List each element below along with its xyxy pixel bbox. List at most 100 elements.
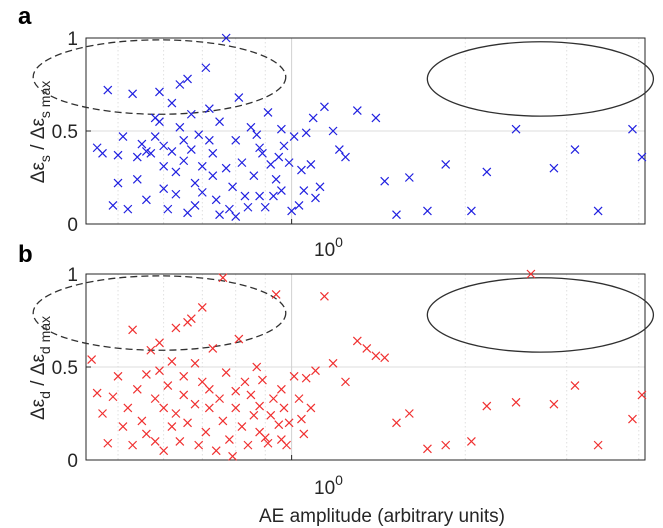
data-point [175,436,185,446]
data-point [266,160,276,169]
data-point [269,394,278,404]
data-point [221,163,231,173]
y-tick-label: 1 [67,29,78,50]
data-point [466,436,476,446]
data-point [392,418,401,428]
data-point [231,135,241,145]
data-point [371,113,381,123]
data-point [132,174,142,184]
data-point [289,132,299,142]
data-point [380,176,390,186]
data-point [190,358,200,368]
data-point [194,130,204,140]
y-axis-label-a: Δεs / Δεs max [28,81,53,184]
data-point [269,191,278,201]
panel-a: a Δεs / Δεs max 00.51 100 [18,3,655,261]
data-point [141,429,151,439]
data-point [215,210,224,220]
data-point [299,429,309,439]
data-point [243,440,253,450]
data-point [258,148,267,158]
data-point [570,381,580,391]
data-point [128,89,138,99]
data-point [311,193,320,203]
data-point [163,204,173,214]
data-point [171,189,181,199]
y-tick-label: 0 [67,215,78,236]
data-point [150,394,160,404]
data-point [297,165,306,175]
data-point [255,401,265,411]
y-tick-label: 1 [67,265,78,286]
data-point [252,362,262,372]
data-point [284,158,294,168]
data-point [301,373,311,383]
data-point [404,409,414,418]
data-point [103,438,113,448]
data-point [315,182,325,192]
data-point [279,403,289,413]
data-point [231,212,241,221]
data-point [249,171,259,181]
data-point [294,394,304,404]
y-axis-label-b: Δεd / Δεd max [28,316,53,420]
data-point [146,148,156,158]
data-point [183,74,192,84]
data-point [113,150,123,160]
data-point [186,109,196,119]
data-point [159,446,169,456]
data-point [334,145,344,155]
data-point [190,399,200,409]
data-point [306,160,316,169]
data-point [215,117,224,127]
data-point [282,440,291,450]
data-point [179,135,189,145]
data-point [392,210,401,220]
data-point [352,336,362,346]
data-point [320,291,329,301]
data-point [108,392,118,402]
data-point [167,98,177,108]
data-point [637,152,647,162]
data-point [211,446,221,456]
data-point [141,147,151,156]
data-point [237,158,247,168]
data-point [276,384,286,394]
data-point [208,171,218,181]
data-point [155,366,164,376]
data-point [163,381,173,391]
data-point [255,143,265,153]
data-point [113,178,123,188]
data-point [159,161,169,171]
data-point [167,147,177,156]
data-point [197,303,207,312]
data-point [218,416,228,426]
data-point [297,414,306,424]
data-point [628,414,637,424]
y-tick-label: 0.5 [52,122,78,143]
data-point [311,366,320,376]
data-point [159,184,169,194]
data-point [266,410,276,420]
solid-ellipse [426,41,655,117]
data-point [294,200,304,210]
data-point [211,195,221,205]
data-point [128,325,138,335]
data-point [201,427,211,437]
data-point [108,200,118,210]
data-point [441,160,451,169]
data-point [221,33,231,43]
data-point [204,384,214,394]
data-point [511,397,521,407]
data-point [255,191,265,201]
data-point [276,186,286,195]
data-point [150,132,160,142]
data-point [183,418,192,428]
panel-b: b Δεd / Δεd max 00.51 100 [18,241,655,499]
data-point [228,451,238,461]
data-point [98,148,107,158]
data-point [183,208,192,218]
data-point [190,178,200,188]
data-point [175,80,185,89]
data-point [287,206,297,216]
